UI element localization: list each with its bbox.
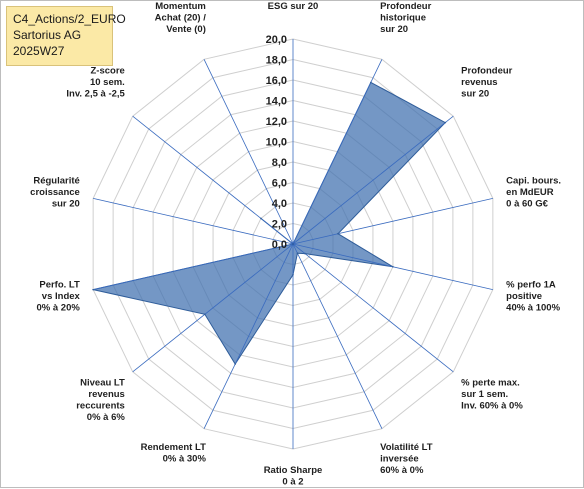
axis-label: Perfo. LT vs Index 0% à 20% xyxy=(37,279,81,313)
axis-spoke xyxy=(93,243,294,291)
axis-label: % perte max. sur 1 sem. Inv. 60% à 0% xyxy=(461,377,523,411)
tick-label: 12,0 xyxy=(266,116,287,128)
tick-label: 8,0 xyxy=(272,157,287,169)
company-name: Sartorius AG xyxy=(13,28,82,42)
axis-label: Régularité croissance sur 20 xyxy=(30,176,80,210)
data-point xyxy=(234,363,236,365)
axis-label: Profondeur historique sur 20 xyxy=(380,1,431,35)
data-point xyxy=(304,252,306,255)
tick-label: 10,0 xyxy=(266,137,287,149)
tick-label: 0,0 xyxy=(272,239,287,251)
axis-spoke xyxy=(292,115,454,245)
data-point xyxy=(392,266,394,268)
period-label: 2025W27 xyxy=(13,44,65,58)
data-point xyxy=(204,313,206,316)
axis-spoke xyxy=(132,243,294,373)
axis-label: Capi. bours. en MdEUR 0 à 60 G€ xyxy=(506,176,561,210)
axis-spoke xyxy=(292,243,383,429)
axis-spoke xyxy=(93,197,294,245)
tick-label: 6,0 xyxy=(272,178,287,190)
tick-label: 14,0 xyxy=(266,96,287,108)
tick-label: 20,0 xyxy=(266,34,287,46)
axis-label: % perfo 1A positive 40% à 100% xyxy=(506,279,560,313)
data-point xyxy=(92,288,94,291)
tick-label: 18,0 xyxy=(266,55,287,67)
axis-spoke xyxy=(292,243,454,373)
data-point xyxy=(292,273,294,276)
axis-spoke xyxy=(132,115,294,245)
data-point xyxy=(337,232,339,235)
tick-label: 2,0 xyxy=(272,219,287,231)
data-point xyxy=(296,252,299,255)
fund-category: C4_Actions/2_EURO xyxy=(13,12,126,26)
axis-spoke xyxy=(203,243,294,429)
axis-spoke xyxy=(292,59,383,245)
axis-label: Rendement LT 0% à 30% xyxy=(141,442,207,465)
axis-label: Niveau LT revenus reccurents 0% à 6% xyxy=(76,377,125,423)
tick-label: 4,0 xyxy=(272,198,287,210)
axis-label: Momentum Achat (20) / Vente (0) xyxy=(155,1,207,35)
axis-spoke xyxy=(203,59,294,245)
axis-label: Ratio Sharpe 0 à 2 xyxy=(264,465,323,488)
axis-spoke xyxy=(292,197,493,245)
data-point xyxy=(444,121,447,124)
axis-label: Z-score 10 sem. Inv. 2,5 à -2,5 xyxy=(66,66,125,100)
chart-title-box: C4_Actions/2_EURO Sartorius AG 2025W27 xyxy=(6,6,126,66)
axis-label: NoteESG sur 20 xyxy=(268,1,319,12)
tick-label: 16,0 xyxy=(266,75,287,87)
axis-label: Profondeur revenus sur 20 xyxy=(461,66,512,100)
data-point xyxy=(260,217,262,220)
data-point xyxy=(292,243,294,245)
axis-label: Volatilité LT inversée 60% à 0% xyxy=(380,442,433,476)
data-point xyxy=(370,81,372,84)
